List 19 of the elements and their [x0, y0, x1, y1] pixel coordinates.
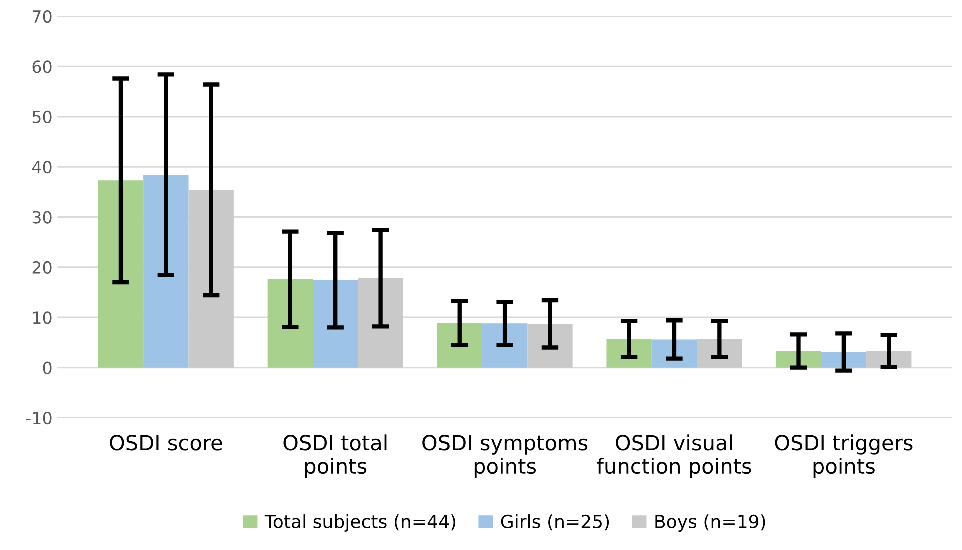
y-tick-label: 0 — [43, 362, 52, 374]
x-tick-label: OSDI symptoms points — [422, 435, 588, 478]
y-tick-label: 40 — [32, 161, 52, 174]
bar — [482, 324, 528, 368]
x-tick-label: OSDI visual function points — [597, 434, 752, 478]
legend-label: Boys (n=19) — [656, 514, 766, 532]
y-tick-label: 30 — [32, 211, 52, 224]
y-tick-label: 70 — [33, 10, 52, 24]
y-tick-label: 10 — [33, 312, 52, 324]
legend-label: Total subjects (n=44) — [264, 514, 456, 532]
y-tick-label: 20 — [32, 261, 52, 274]
x-tick-label: OSDI total points — [284, 434, 387, 478]
x-tick-label: OSDI triggers points — [775, 434, 913, 478]
legend-label: Girls (n=25) — [501, 514, 610, 531]
x-tick-label: OSDI score — [110, 435, 222, 451]
bar — [437, 323, 482, 368]
y-tick-label: -10 — [26, 412, 52, 425]
y-tick-label: 60 — [32, 60, 52, 74]
y-tick-label: 50 — [32, 110, 52, 124]
